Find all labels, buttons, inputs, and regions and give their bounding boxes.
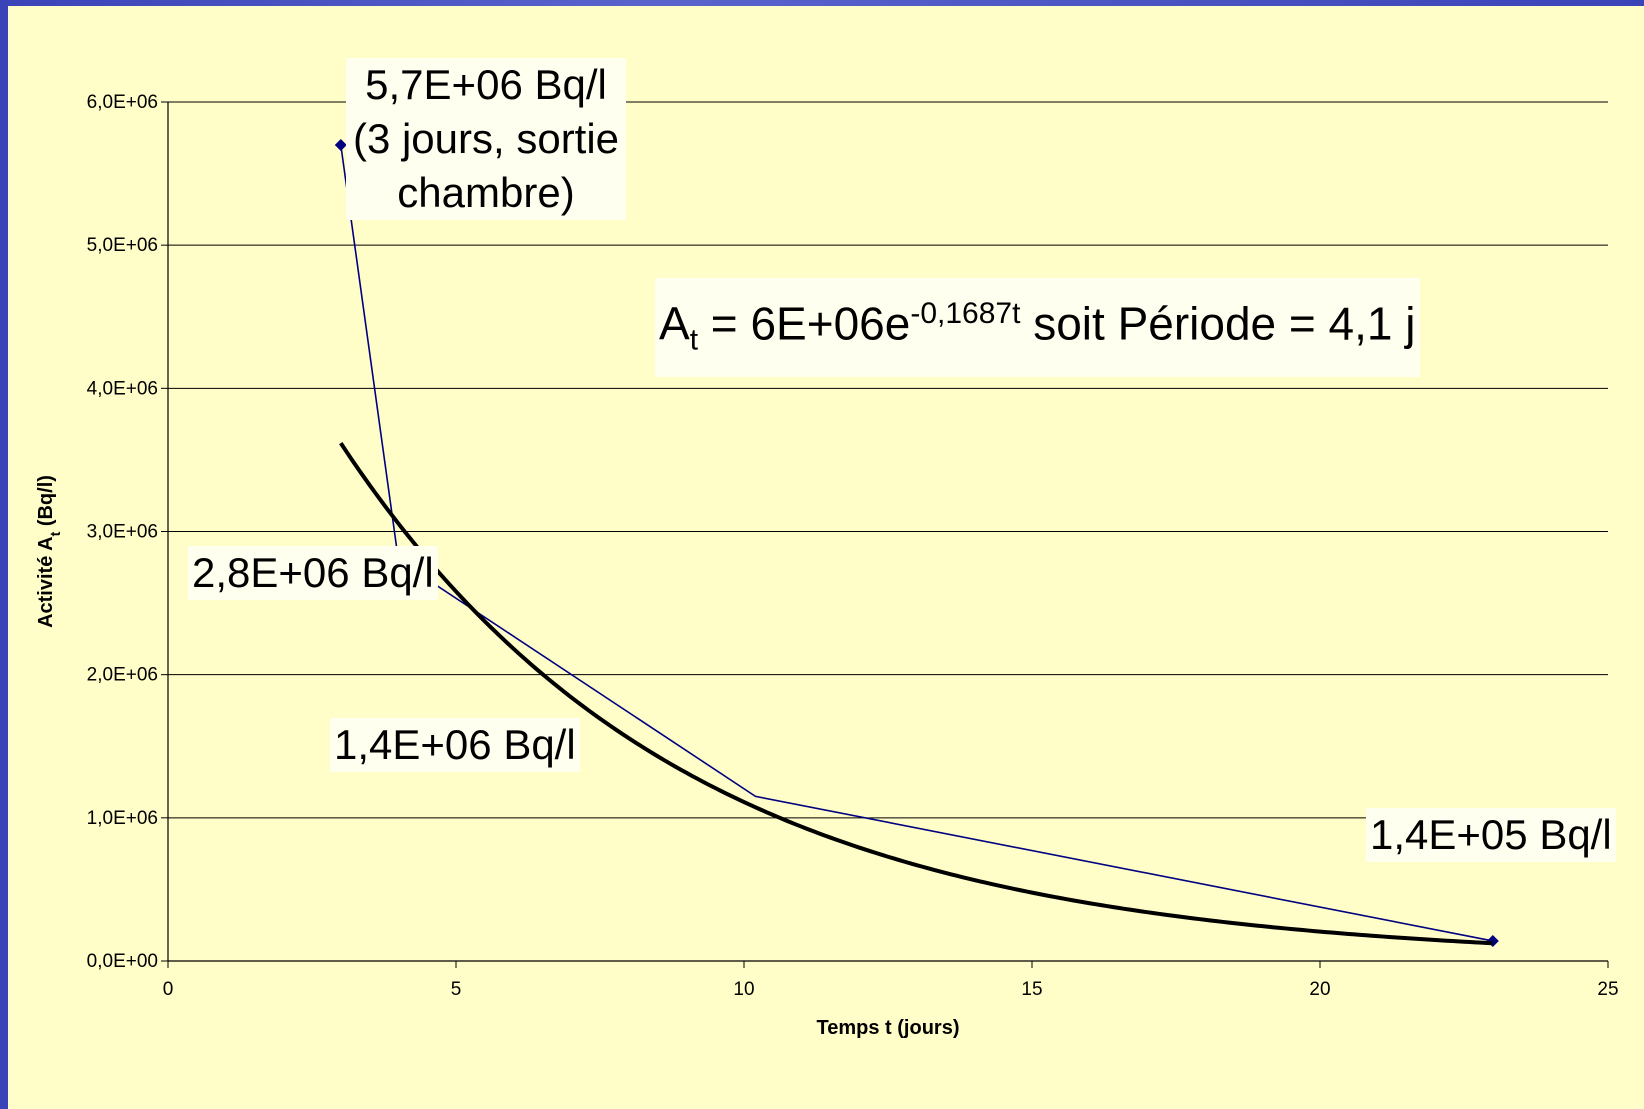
x-tick-label-1: 5 bbox=[451, 979, 462, 1000]
equation-a-sub: t bbox=[689, 323, 699, 357]
x-tick-label-5: 25 bbox=[1597, 979, 1618, 1000]
y-tick-label-2: 2,0E+06 bbox=[87, 665, 158, 686]
y-tick-label-4: 4,0E+06 bbox=[87, 378, 158, 399]
y-tick-label-3: 3,0E+06 bbox=[87, 522, 158, 543]
axes bbox=[161, 101, 1609, 968]
trendline-equation: At = 6E+06e-0,1687t soit Période = 4,1 j bbox=[655, 278, 1420, 377]
trendline bbox=[339, 442, 1493, 946]
point-label-4-days: 2,8E+06 Bq/l bbox=[188, 546, 438, 600]
trendline-curve bbox=[339, 442, 1493, 946]
data-series bbox=[334, 138, 1499, 947]
y-tick-label-6: 6,0E+06 bbox=[87, 92, 158, 113]
equation-exponent: -0,1687t bbox=[910, 297, 1021, 330]
x-tick-label-4: 20 bbox=[1309, 979, 1330, 1000]
y-axis-title: Activité At (Bq/l) bbox=[35, 475, 63, 628]
y-tick-label-1: 1,0E+06 bbox=[87, 808, 158, 829]
equation-a: A bbox=[659, 297, 690, 350]
point-label-23-days: 1,4E+05 Bq/l bbox=[1366, 808, 1616, 862]
chart-panel: 0,0E+00 1,0E+06 2,0E+06 3,0E+06 4,0E+06 5,0E+… bbox=[8, 6, 1644, 1109]
y-axis-title-main: Activité A bbox=[35, 536, 57, 628]
point-label-3-days: 5,7E+06 Bq/l (3 jours, sortie chambre) bbox=[346, 58, 626, 220]
tick-labels: 0,0E+00 1,0E+06 2,0E+06 3,0E+06 4,0E+06 5,0E+… bbox=[87, 92, 1619, 1000]
y-tick-label-0: 0,0E+00 bbox=[87, 951, 158, 972]
equation-middle: = 6E+06e bbox=[698, 297, 911, 350]
data-point-3 bbox=[1486, 934, 1499, 947]
y-tick-label-5: 5,0E+06 bbox=[87, 235, 158, 256]
y-axis-title-tail: (Bq/l) bbox=[35, 475, 57, 532]
x-tick-label-0: 0 bbox=[163, 979, 174, 1000]
x-tick-label-3: 15 bbox=[1021, 979, 1042, 1000]
x-axis-title: Temps t (jours) bbox=[817, 1017, 960, 1039]
y-axis-title-sub: t bbox=[47, 531, 63, 536]
x-tick-label-2: 10 bbox=[733, 979, 754, 1000]
series-line-0 bbox=[340, 144, 1493, 942]
data-point-0 bbox=[334, 138, 347, 151]
point-label-10-days: 1,4E+06 Bq/l bbox=[330, 718, 580, 772]
equation-tail: soit Période = 4,1 j bbox=[1020, 297, 1416, 350]
